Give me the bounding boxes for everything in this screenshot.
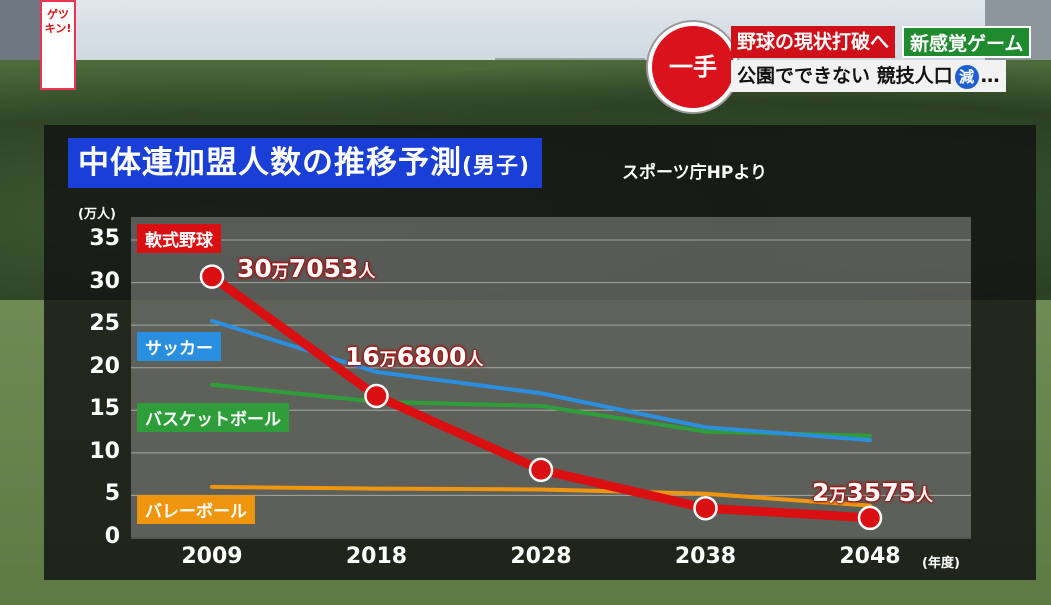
data-label-number: 3575 [846, 478, 916, 507]
banner-subline: 公園でできない 競技人口減… [731, 60, 1006, 92]
banner-tag: 新感覚ゲーム [902, 26, 1032, 58]
data-label-2009: 30万7053人 [237, 254, 375, 283]
x-axis-unit: (年度) [922, 556, 960, 571]
data-point-baseball [857, 505, 883, 531]
y-tick-label: 20 [89, 353, 120, 379]
data-label-number: 2 [812, 478, 830, 507]
series-line-volleyball [210, 484, 872, 508]
data-point-baseball [199, 264, 225, 289]
data-label-unit: 万 [829, 486, 847, 506]
data-label-number: 7053 [288, 254, 359, 283]
plot-area [131, 217, 971, 537]
y-tick-label: 15 [89, 396, 120, 422]
x-tick-label: 2018 [345, 544, 408, 569]
data-label-number: 30 [237, 254, 272, 283]
banner-subline-ellipsis: … [980, 65, 1000, 87]
x-tick-label: 2028 [510, 544, 572, 569]
data-label-unit: 万 [271, 262, 289, 282]
y-tick-label: 10 [89, 438, 120, 464]
banner-headline: 野球の現状打破へ [731, 26, 896, 58]
series-label-basketball: バスケットボール [137, 403, 289, 432]
data-label-number: 16 [345, 342, 380, 371]
data-label-suffix: 人 [358, 262, 376, 282]
data-point-baseball [364, 383, 389, 409]
data-point-baseball [528, 457, 554, 483]
data-label-number: 6800 [396, 342, 467, 371]
data-label-suffix: 人 [916, 486, 933, 506]
x-tick-label: 2009 [181, 544, 243, 569]
x-tick-label: 2048 [839, 544, 901, 569]
chart-title-main: 中体連加盟人数の推移予測 [78, 145, 462, 181]
chart-title-sub: (男子) [462, 154, 531, 179]
decrease-badge: 減 [954, 65, 979, 89]
y-tick-label: 25 [89, 311, 120, 337]
data-label-2048: 2万3575人 [812, 478, 933, 507]
data-label-2018: 16万6800人 [345, 342, 483, 371]
series-label-volleyball: バレーボール [137, 495, 255, 524]
data-point-baseball [693, 495, 718, 521]
y-tick-label: 0 [104, 524, 120, 549]
y-tick-label: 30 [89, 268, 120, 294]
chart-title: 中体連加盟人数の推移予測(男子) [68, 138, 543, 188]
series-label-soccer: サッカー [137, 332, 221, 361]
y-axis-unit: (万人) [78, 207, 116, 222]
x-tick-label: 2038 [674, 544, 737, 569]
chart-source: スポーツ庁HPより [622, 163, 768, 183]
data-label-suffix: 人 [466, 350, 484, 370]
y-tick-label: 35 [89, 226, 120, 251]
series-line-soccer [210, 318, 872, 443]
y-tick-label: 5 [104, 481, 120, 507]
program-logo: ゲツキン! [40, 0, 76, 90]
banner-circle: 一手 [648, 22, 738, 112]
banner-subline-text: 公園でできない 競技人口 [737, 65, 953, 87]
series-label-baseball: 軟式野球 [137, 224, 221, 253]
data-label-unit: 万 [379, 350, 397, 370]
